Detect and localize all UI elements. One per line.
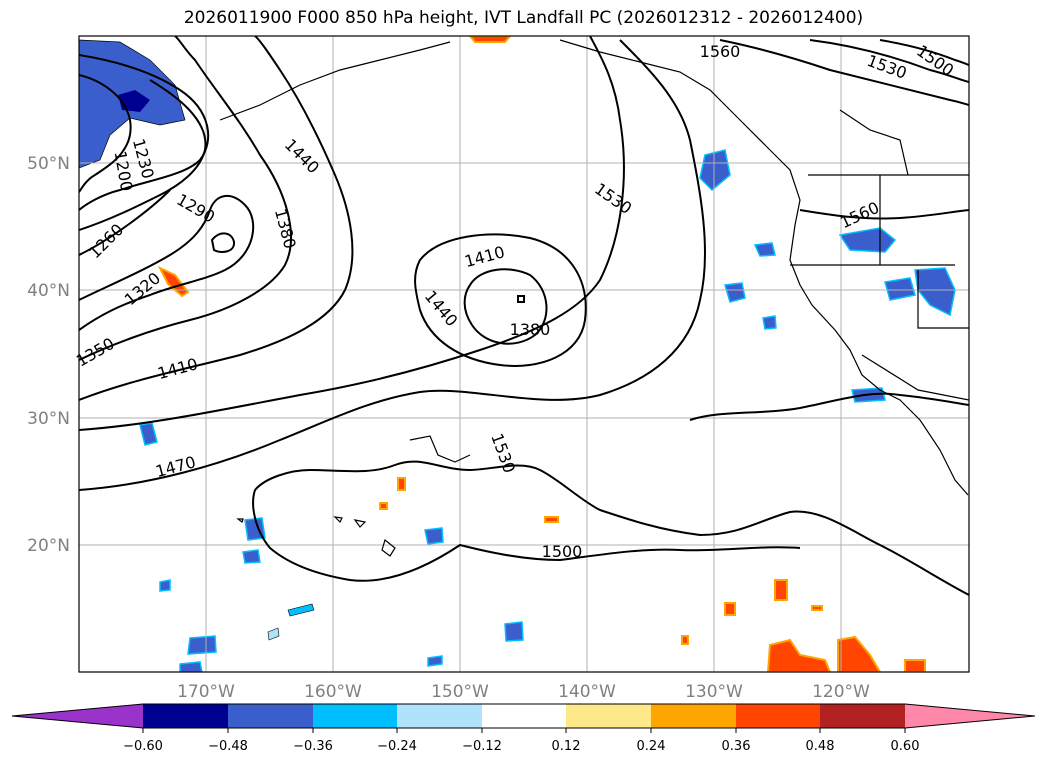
ivt-positive-shading — [157, 36, 926, 672]
latitude-label: 50°N — [27, 154, 70, 174]
map-panel — [79, 36, 969, 672]
map-frame — [78, 35, 970, 673]
height-contours — [79, 36, 969, 596]
latitude-label: 20°N — [27, 536, 70, 556]
colorbar-tick-label: −0.24 — [377, 739, 417, 754]
longitude-label: 140°W — [558, 682, 616, 702]
latitude-label: 40°N — [27, 281, 70, 301]
colorbar-segment — [566, 704, 651, 728]
contour-label: 1500 — [542, 542, 583, 561]
contour-label: 1380 — [510, 320, 551, 339]
colorbar-upper-extension — [905, 704, 1035, 728]
colorbar-segment — [228, 704, 313, 728]
colorbar-segment — [651, 704, 736, 728]
coastlines — [219, 39, 969, 557]
colorbar-segment — [820, 704, 905, 728]
colorbar-tick-label: 0.12 — [552, 739, 581, 754]
colorbar-segment — [313, 704, 397, 728]
latitude-labels: 50°N 40°N 30°N 20°N — [27, 154, 70, 556]
longitude-label: 160°W — [304, 682, 362, 702]
colorbar-tick-label: 0.60 — [891, 739, 920, 754]
colorbar-segment — [143, 704, 228, 728]
colorbar-tick-label: −0.36 — [293, 739, 333, 754]
colorbar-segment — [482, 704, 566, 728]
colorbar-tick-label: 0.48 — [806, 739, 835, 754]
colorbar-segment — [397, 704, 482, 728]
longitude-label: 150°W — [431, 682, 489, 702]
longitude-labels: 170°W 160°W 150°W 140°W 130°W 120°W — [177, 682, 870, 702]
contour-label: 1560 — [700, 42, 741, 61]
longitude-label: 130°W — [685, 682, 743, 702]
longitude-label: 170°W — [177, 682, 235, 702]
longitude-label: 120°W — [812, 682, 870, 702]
map-title: 2026011900 F000 850 hPa height, IVT Land… — [183, 8, 864, 28]
colorbar-tick-label: −0.60 — [123, 739, 163, 754]
colorbar-tick-label: 0.36 — [722, 739, 751, 754]
colorbar-tick-label: −0.12 — [462, 739, 502, 754]
colorbar: −0.60 −0.48 −0.36 −0.24 −0.12 0.12 0.24 … — [11, 703, 1036, 754]
latitude-label: 30°N — [27, 409, 70, 429]
colorbar-lower-extension — [12, 704, 143, 728]
colorbar-tick-label: −0.48 — [208, 739, 248, 754]
colorbar-segment — [736, 704, 820, 728]
colorbar-tick-label: 0.24 — [637, 739, 666, 754]
